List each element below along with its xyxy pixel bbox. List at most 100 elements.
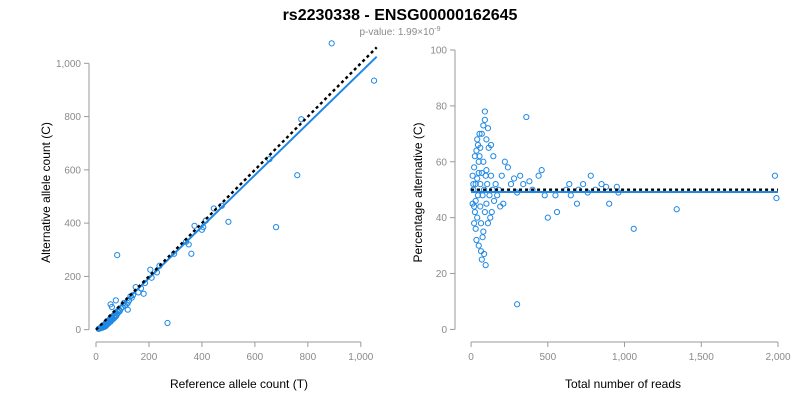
- data-point: [124, 306, 131, 313]
- data-point: [474, 136, 481, 143]
- data-point: [478, 169, 485, 177]
- data-point: [471, 164, 478, 171]
- data-point: [471, 153, 479, 160]
- data-point: [470, 181, 477, 188]
- data-point: [606, 200, 613, 207]
- data-point: [477, 248, 485, 255]
- y-tick-label: 20: [436, 269, 448, 280]
- data-point: [517, 172, 524, 179]
- x-tick-label: 500: [539, 352, 556, 363]
- x-tick-label: 2,000: [765, 352, 790, 363]
- data-point: [472, 225, 479, 232]
- y-tick-label: 80: [436, 101, 448, 112]
- data-point: [514, 301, 521, 308]
- data-point: [552, 192, 559, 199]
- y-tick-label: 400: [64, 219, 81, 230]
- data-point: [486, 192, 493, 199]
- x-tick-label: 400: [194, 352, 211, 363]
- data-point: [477, 220, 485, 227]
- data-point: [480, 122, 487, 129]
- x-tick-label: 200: [141, 352, 158, 363]
- p-value-label: p-value: 1.99×10-9: [359, 26, 440, 38]
- data-point: [544, 214, 551, 221]
- data-point: [541, 192, 548, 199]
- data-point: [476, 130, 483, 137]
- x-tick-label: 0: [93, 352, 99, 363]
- data-point: [473, 236, 480, 244]
- x-tick-label: 1,000: [612, 352, 637, 363]
- data-point: [191, 222, 198, 229]
- data-point: [479, 234, 486, 241]
- data-point: [630, 225, 637, 232]
- data-point: [490, 153, 497, 160]
- data-point: [538, 167, 545, 174]
- data-point: [494, 192, 501, 199]
- data-point: [553, 208, 561, 216]
- data-point: [535, 172, 542, 179]
- data-point: [475, 158, 482, 165]
- y-tick-label: 100: [430, 46, 447, 57]
- data-point: [472, 181, 479, 188]
- p-value-exponent: -9: [434, 26, 440, 33]
- data-point: [487, 141, 495, 149]
- data-point: [579, 181, 587, 188]
- data-point: [328, 40, 335, 47]
- y-tick-label: 40: [436, 213, 448, 224]
- data-point: [478, 130, 485, 137]
- data-point: [523, 113, 530, 121]
- y-tick-label: 60: [436, 157, 448, 168]
- data-point: [477, 181, 484, 188]
- data-point: [471, 220, 478, 227]
- data-point: [141, 279, 149, 287]
- data-point: [487, 172, 495, 179]
- data-point: [480, 228, 487, 235]
- data-point: [520, 181, 527, 188]
- y-tick-label: 200: [64, 272, 81, 283]
- data-point: [225, 218, 232, 225]
- data-point: [488, 208, 495, 216]
- data-point: [490, 197, 498, 204]
- x-tick-label: 600: [247, 352, 264, 363]
- data-point: [107, 301, 114, 308]
- x-tick-label: 800: [300, 352, 317, 363]
- data-point: [164, 319, 171, 327]
- y-axis-title: Percentage alternative (C): [411, 122, 425, 262]
- data-point: [481, 108, 488, 115]
- reference-line: [95, 46, 378, 331]
- y-tick-label: 0: [75, 325, 81, 336]
- data-point: [773, 194, 780, 202]
- x-tick-label: 0: [468, 352, 474, 363]
- data-point: [140, 290, 147, 297]
- data-point: [114, 251, 121, 259]
- data-point: [492, 181, 499, 188]
- data-point: [483, 200, 490, 207]
- y-tick-label: 1,000: [56, 59, 81, 70]
- data-point: [487, 214, 494, 221]
- data-point: [272, 224, 280, 231]
- data-point: [501, 158, 508, 165]
- data-point: [474, 175, 481, 182]
- x-tick-label: 1,000: [348, 352, 373, 363]
- data-point: [484, 181, 491, 188]
- x-tick-label: 1,500: [689, 352, 714, 363]
- data-point: [497, 203, 504, 210]
- chart-title: rs2230338 - ENSG00000162645: [283, 7, 518, 24]
- fitted-line: [95, 55, 378, 331]
- percentage-alternative-scatter-panel: 0 500 1,000 1,500 2,000 0 20 40 60 80 100 Total num…: [411, 46, 791, 392]
- data-point: [475, 242, 482, 249]
- data-point: [598, 181, 605, 188]
- x-axis-title: Total number of reads: [565, 377, 681, 391]
- data-point: [185, 241, 192, 248]
- y-tick-label: 600: [64, 165, 81, 176]
- data-point: [484, 125, 492, 132]
- data-point: [573, 200, 581, 207]
- data-point: [484, 220, 492, 227]
- data-point: [475, 169, 482, 177]
- data-point: [471, 203, 478, 210]
- data-point: [507, 181, 515, 188]
- data-point: [526, 178, 533, 185]
- data-point: [471, 208, 479, 216]
- data-point: [673, 206, 680, 213]
- data-point: [510, 175, 518, 182]
